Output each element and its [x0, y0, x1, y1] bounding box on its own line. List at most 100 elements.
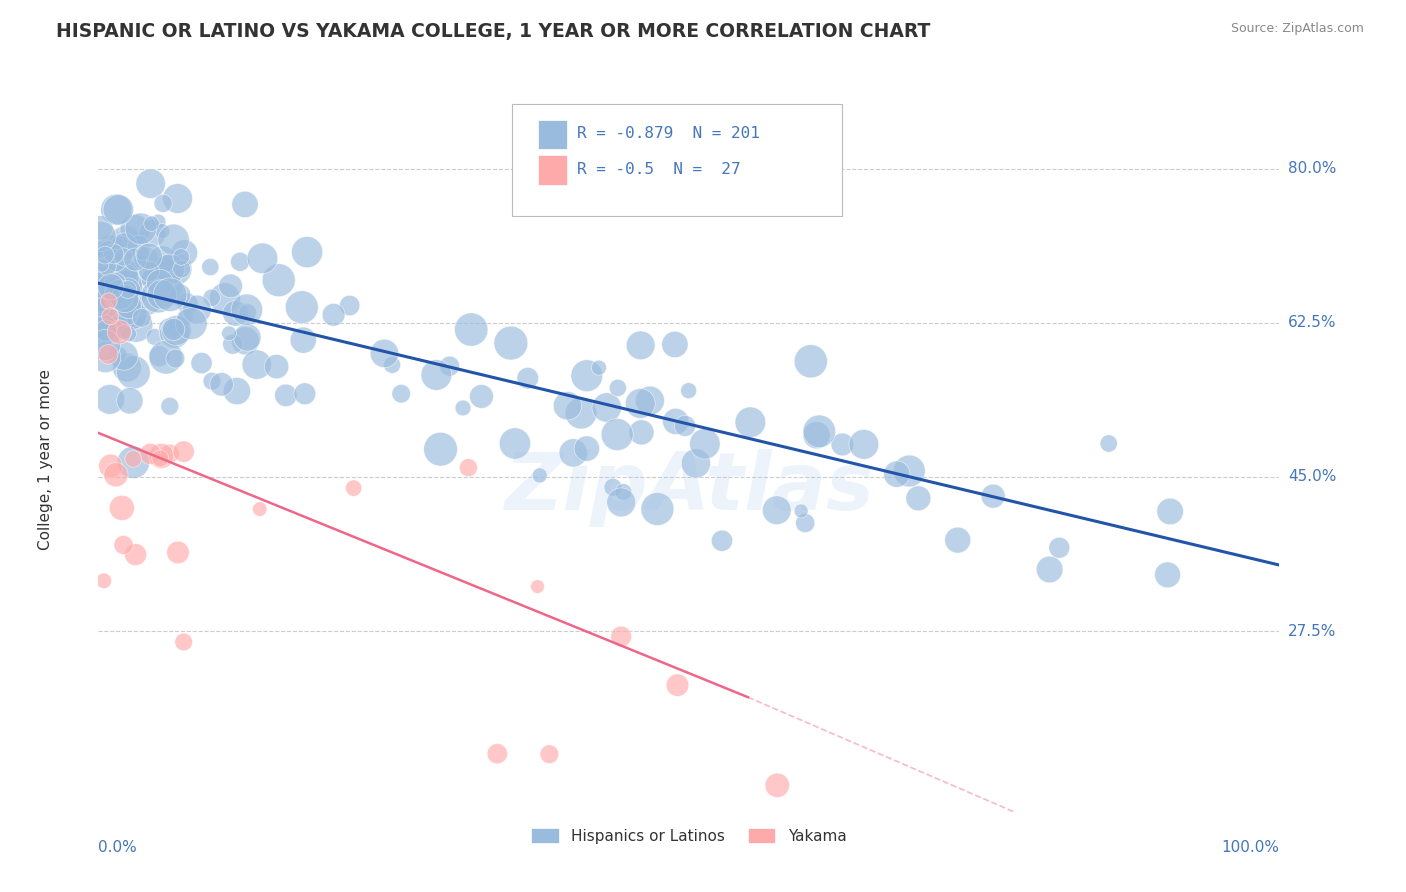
Point: [115, 297, 138, 311]
Point: [163, 321, 186, 335]
Point: [146, 289, 169, 303]
Point: [148, 214, 170, 228]
Point: [529, 468, 551, 483]
Point: [100, 279, 122, 293]
Point: [141, 227, 163, 241]
Point: [451, 401, 474, 415]
Point: [167, 545, 190, 559]
Point: [139, 447, 162, 461]
Point: [526, 580, 548, 594]
Text: R = -0.5  N =  27: R = -0.5 N = 27: [576, 161, 741, 177]
Point: [107, 202, 129, 217]
Point: [169, 288, 191, 302]
Point: [128, 240, 150, 254]
Point: [159, 287, 181, 301]
Point: [118, 393, 141, 408]
Point: [152, 252, 174, 267]
Point: [118, 293, 141, 307]
Point: [120, 306, 142, 320]
Point: [103, 253, 125, 268]
Point: [602, 480, 624, 494]
Text: 100.0%: 100.0%: [1222, 840, 1279, 855]
Point: [190, 356, 212, 370]
Point: [630, 338, 652, 352]
Point: [381, 358, 404, 372]
Point: [852, 437, 875, 451]
Point: [246, 358, 269, 372]
Text: College, 1 year or more: College, 1 year or more: [38, 369, 53, 549]
Point: [122, 451, 145, 466]
Point: [170, 262, 193, 277]
Point: [90, 258, 112, 272]
Point: [575, 442, 598, 456]
Point: [153, 260, 176, 275]
Point: [150, 287, 173, 301]
Point: [117, 283, 139, 297]
Point: [155, 350, 177, 364]
Point: [685, 456, 707, 470]
Point: [159, 399, 181, 413]
Point: [339, 299, 361, 313]
Point: [104, 290, 127, 304]
Point: [224, 306, 246, 320]
Point: [236, 330, 259, 344]
Point: [606, 427, 628, 442]
Point: [124, 548, 146, 562]
Point: [460, 322, 482, 336]
Point: [236, 302, 259, 317]
Point: [112, 538, 135, 552]
Point: [425, 368, 447, 382]
Point: [163, 322, 186, 336]
Point: [141, 217, 163, 231]
Point: [124, 252, 146, 267]
Point: [486, 747, 509, 761]
Point: [291, 300, 314, 314]
Point: [142, 272, 165, 286]
Point: [108, 287, 131, 301]
Point: [97, 347, 120, 361]
Point: [538, 747, 561, 761]
Point: [97, 316, 120, 330]
Point: [218, 326, 240, 341]
Point: [267, 273, 290, 287]
Point: [373, 346, 395, 360]
Point: [907, 491, 929, 506]
Text: Source: ZipAtlas.com: Source: ZipAtlas.com: [1230, 22, 1364, 36]
Point: [91, 281, 114, 295]
Point: [110, 285, 132, 299]
Point: [693, 437, 716, 451]
Point: [110, 236, 132, 251]
Point: [162, 233, 184, 247]
Point: [91, 270, 114, 285]
Point: [156, 279, 179, 293]
Point: [831, 437, 853, 451]
Point: [214, 291, 236, 305]
Point: [292, 333, 315, 347]
Point: [131, 264, 153, 278]
Point: [100, 458, 122, 473]
Point: [90, 220, 112, 235]
Point: [149, 451, 172, 466]
Point: [295, 245, 318, 260]
Point: [112, 271, 135, 285]
Point: [131, 246, 153, 260]
Point: [104, 467, 127, 482]
Point: [112, 250, 135, 264]
Point: [138, 249, 160, 263]
Point: [120, 279, 142, 293]
Point: [647, 502, 669, 516]
Point: [118, 299, 141, 313]
Point: [100, 243, 122, 257]
Point: [569, 406, 592, 420]
Point: [610, 630, 633, 644]
Point: [596, 401, 619, 415]
Point: [114, 235, 136, 250]
Point: [165, 324, 187, 338]
Point: [235, 334, 257, 348]
Point: [146, 269, 169, 284]
Point: [90, 300, 112, 314]
Point: [499, 336, 522, 351]
Point: [173, 246, 195, 260]
Point: [93, 574, 115, 588]
Point: [429, 442, 451, 457]
